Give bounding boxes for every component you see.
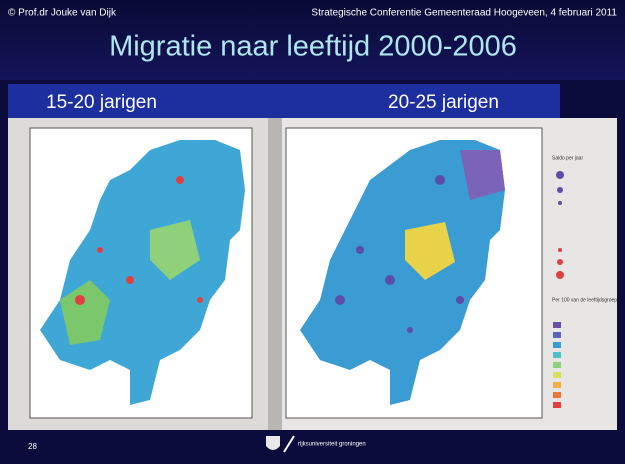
logo-text: rijksuniversiteit groningen xyxy=(298,442,366,448)
author: © Prof.dr Jouke van Dijk xyxy=(8,8,117,19)
book-fold xyxy=(268,118,282,430)
event: Strategische Conferentie Gemeenteraad Ho… xyxy=(311,8,617,19)
legend-subtitle: Per 100 van de leeftijdsgroep xyxy=(552,297,617,303)
map-region xyxy=(460,150,505,200)
map-dots xyxy=(75,176,203,305)
page-number: 28 xyxy=(28,442,37,451)
map-dots xyxy=(335,175,464,333)
legend-symbols xyxy=(556,171,564,279)
map-region xyxy=(60,280,110,345)
legend-title: Saldo per jaar xyxy=(552,155,583,161)
legend-swatches xyxy=(553,322,561,408)
map-region xyxy=(150,220,200,280)
map-netherlands xyxy=(300,140,505,405)
logo-slash xyxy=(283,435,295,453)
panel-label: 20-25 jarigen xyxy=(388,92,499,113)
slide-title: Migratie naar leeftijd 2000-2006 xyxy=(109,31,517,63)
panel-label-bg xyxy=(8,84,290,118)
map-region xyxy=(405,222,455,280)
panel-label-bg xyxy=(290,84,560,118)
header-band xyxy=(0,0,625,80)
logo-shield xyxy=(266,436,280,450)
panel-label: 15-20 jarigen xyxy=(46,92,157,113)
